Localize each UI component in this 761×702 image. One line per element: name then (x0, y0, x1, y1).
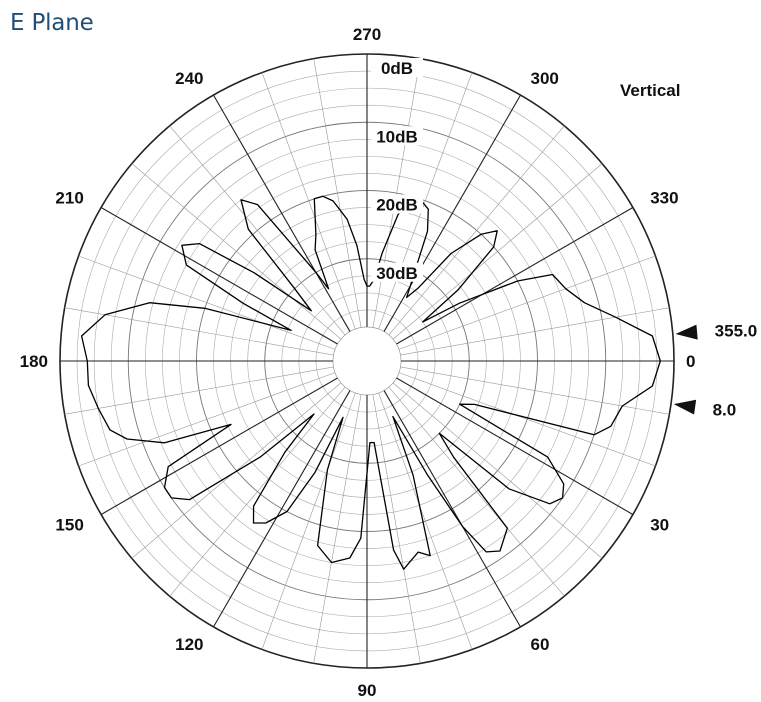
radial-tick-label: 10dB (376, 127, 418, 146)
angle-tick-label: 90 (358, 681, 377, 700)
marker-label: 355.0 (715, 322, 758, 341)
major-spoke (100, 377, 338, 515)
minor-spoke (313, 58, 362, 328)
page-title: E Plane (10, 10, 94, 36)
radial-label-bg (371, 262, 423, 282)
minor-spoke (388, 125, 565, 336)
minor-spoke (400, 307, 670, 356)
major-spoke (213, 390, 351, 628)
angle-tick-label: 0 (686, 352, 695, 371)
marker-label: 8.0 (713, 401, 737, 420)
angle-tick-label: 60 (531, 635, 550, 654)
minor-spoke (261, 72, 356, 330)
minor-spoke (372, 394, 421, 664)
angle-tick-label: 210 (55, 189, 83, 208)
major-spoke (396, 377, 634, 515)
angle-tick-label: 240 (175, 69, 203, 88)
major-spoke (213, 94, 351, 332)
radial-tick-label: 20dB (376, 196, 418, 215)
minor-spoke (372, 58, 421, 328)
marker-arrow (673, 399, 697, 415)
major-spoke (383, 390, 521, 628)
minor-spoke (169, 125, 346, 336)
minor-spoke (131, 163, 342, 340)
angle-tick-label: 300 (531, 69, 559, 88)
radial-label-bg (371, 194, 423, 214)
minor-spoke (78, 372, 336, 467)
radial-tick-label: 0dB (381, 59, 413, 78)
minor-spoke (78, 255, 336, 350)
angle-tick-label: 270 (353, 25, 381, 44)
marker-arrow (675, 324, 698, 340)
pattern-trace-layer (80, 195, 661, 570)
minor-spoke (64, 366, 334, 415)
minor-spoke (388, 386, 565, 597)
major-spoke (383, 94, 521, 332)
minor-spoke (398, 255, 656, 350)
angle-tick-label: 330 (650, 189, 678, 208)
polar-labels: Vertical 0 30 60 90 120 150 180 210 240 270 300 330… (20, 25, 758, 700)
minor-spoke (313, 394, 362, 664)
angle-tick-label: 180 (20, 352, 48, 371)
radial-tick-label: 30dB (376, 264, 418, 283)
minor-spoke (378, 392, 473, 650)
major-spoke (396, 207, 634, 345)
minor-spoke (392, 382, 603, 559)
minor-spoke (261, 392, 356, 650)
angle-tick-label: 150 (55, 516, 83, 535)
minor-spoke (400, 366, 670, 415)
pattern-trace (80, 195, 661, 570)
angle-tick-label: 120 (175, 635, 203, 654)
minor-spoke (169, 386, 346, 597)
minor-spoke (378, 72, 473, 330)
radial-label-bg (371, 126, 423, 146)
minor-spoke (398, 372, 656, 467)
major-spoke (100, 207, 338, 345)
minor-spoke (64, 307, 334, 356)
polar-grid (59, 53, 675, 669)
angle-tick-label: 30 (650, 516, 669, 535)
vertical-label: Vertical (620, 81, 681, 100)
inner-ring (332, 326, 402, 396)
minor-spoke (392, 163, 603, 340)
radial-label-bg (371, 58, 423, 77)
minor-spoke (131, 382, 342, 559)
